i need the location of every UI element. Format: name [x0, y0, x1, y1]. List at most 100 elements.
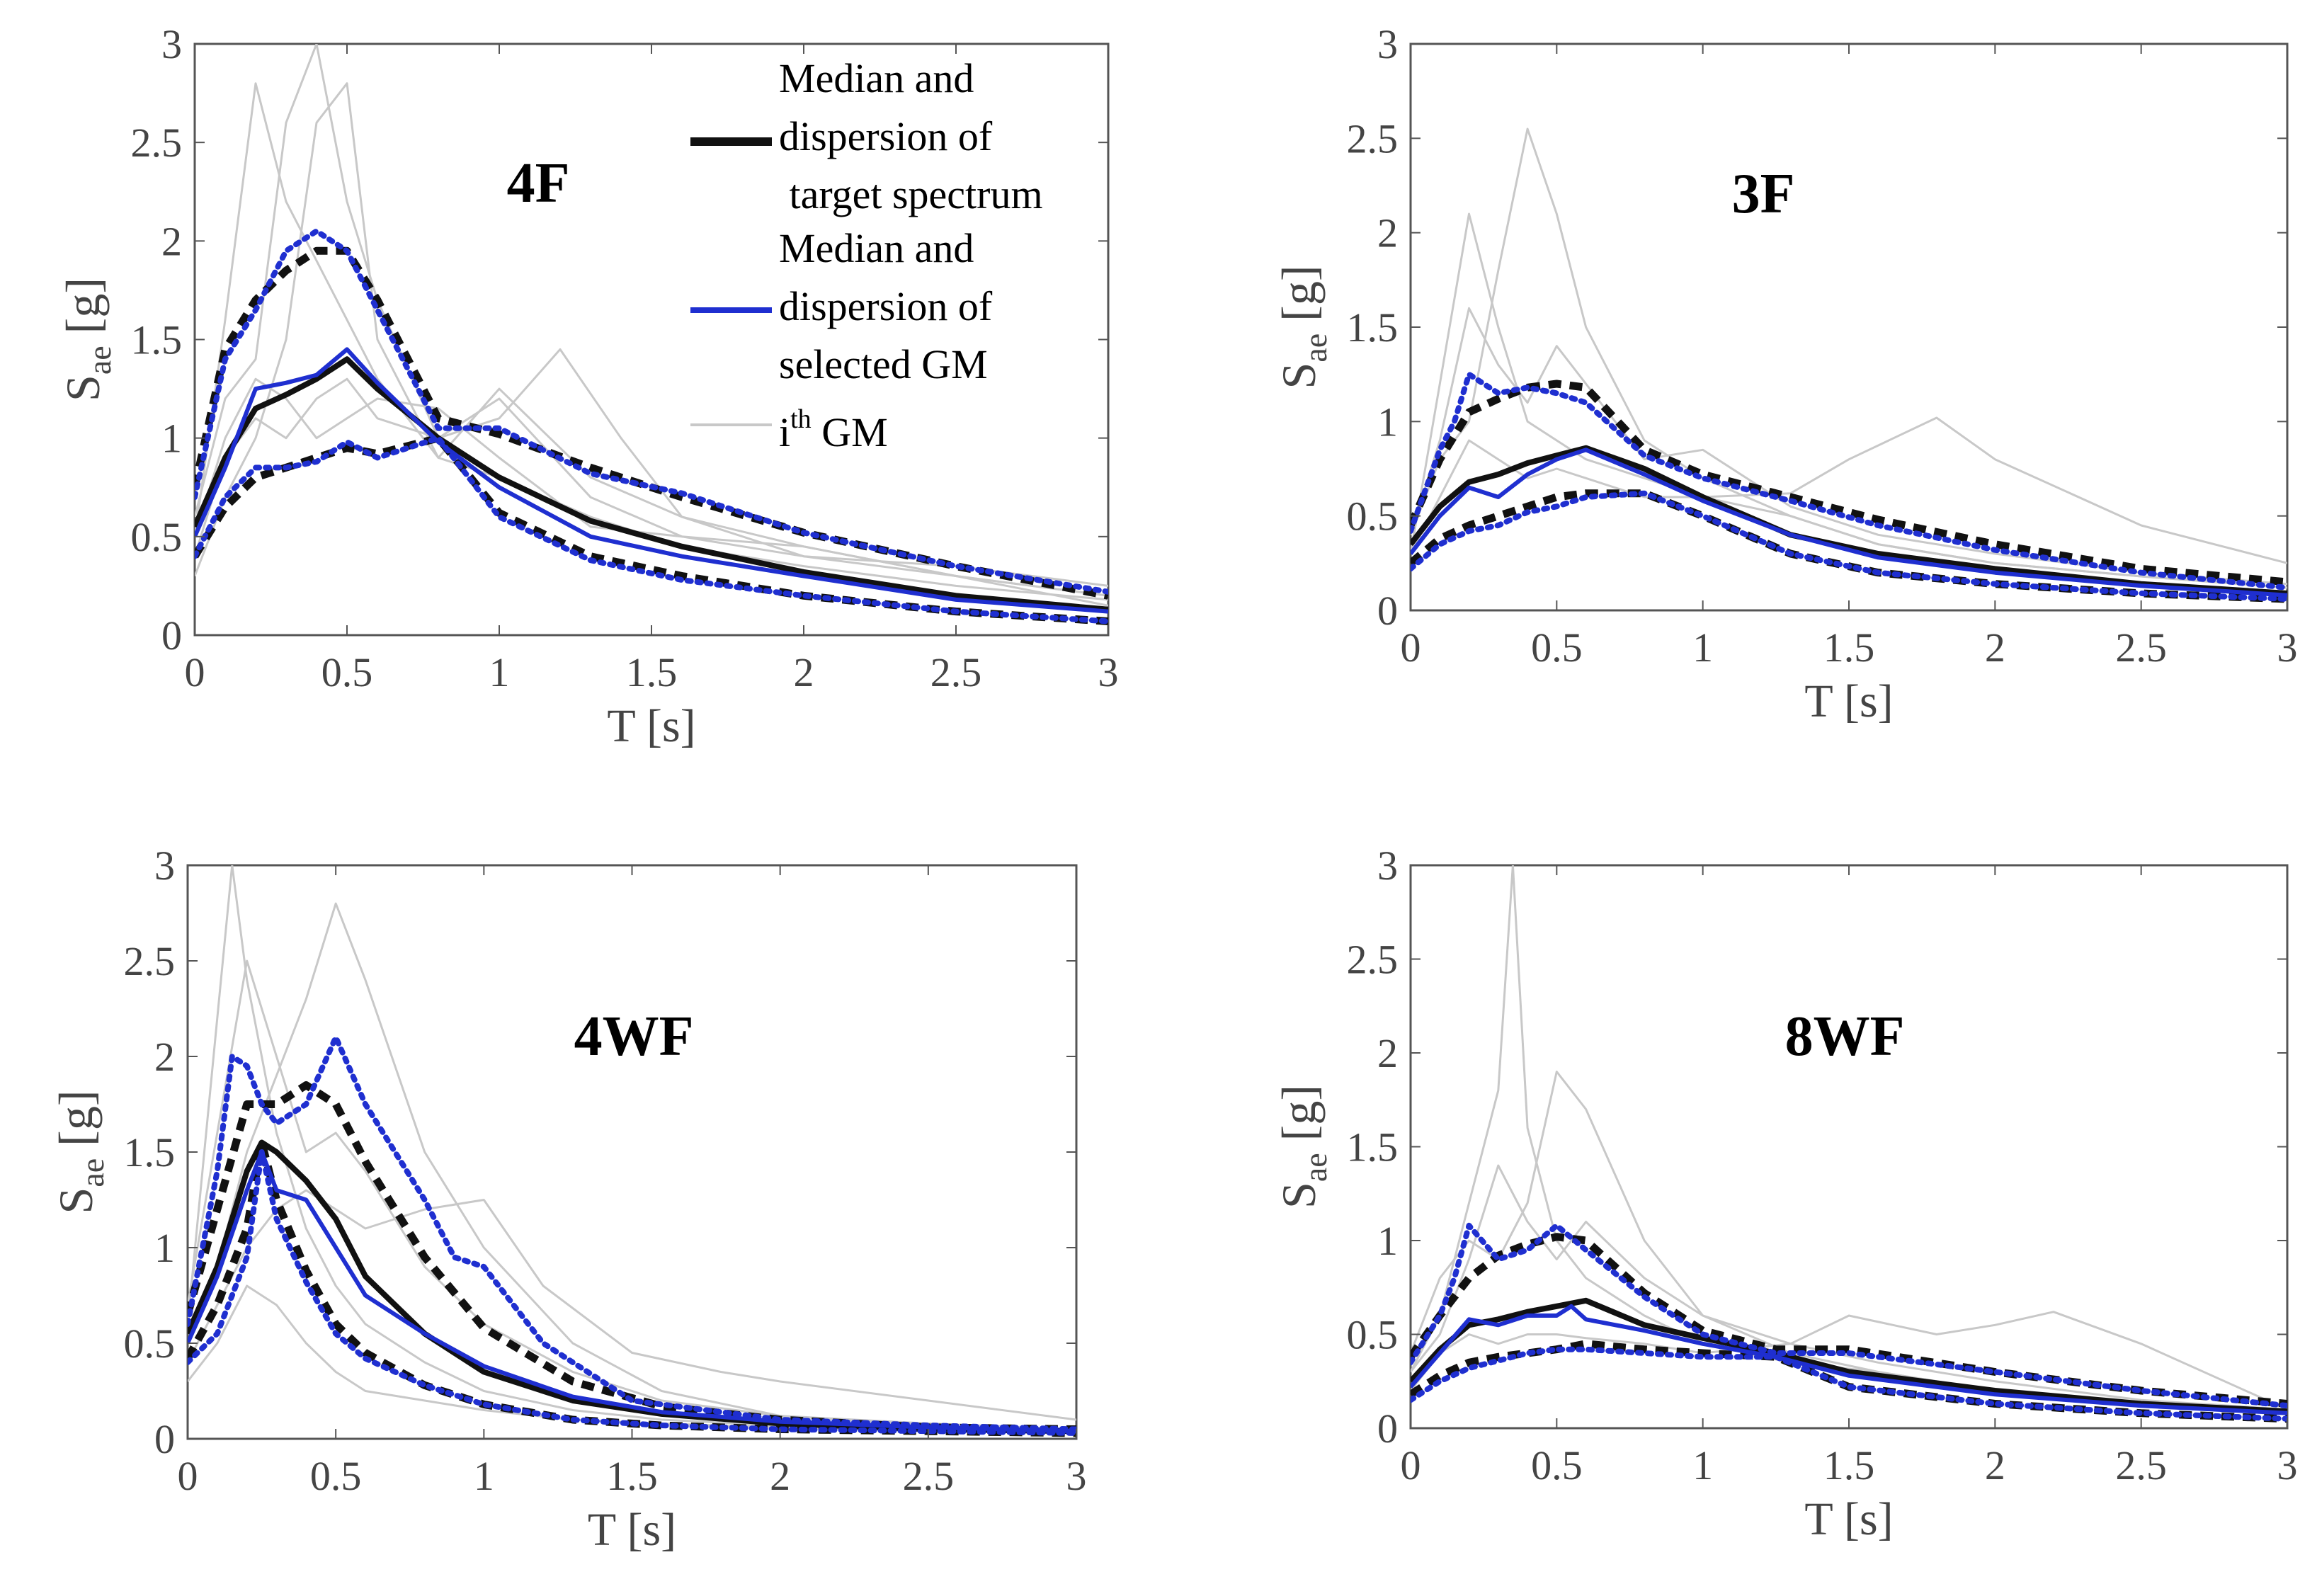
series-line-gm-6: [188, 865, 1076, 1432]
x-tick-label: 2: [770, 1453, 790, 1499]
y-axis-label: Sae [g]: [49, 1090, 110, 1214]
x-tick-label: 0.5: [1531, 625, 1583, 671]
y-tick-label: 0: [161, 612, 182, 659]
series-line-selected-dot-4: [188, 1034, 1076, 1432]
y-tick-label: 0: [1377, 588, 1398, 634]
legend-gm-sup: th: [790, 404, 812, 434]
series-line-gm-6: [195, 82, 1108, 601]
y-tick-label: 2.5: [1347, 115, 1399, 161]
y-tick-label: 0: [1377, 1406, 1398, 1452]
x-tick-label: 0.5: [321, 649, 373, 695]
series-line-gm-10: [195, 377, 1108, 607]
y-axis-label: Sae [g]: [56, 278, 118, 401]
series-line-selected-dot-5: [195, 435, 1108, 625]
legend-selected-line-3: selected GM: [779, 341, 988, 387]
chart-panel-4F: 0 0.5 1 1.5 2 2.5 3 0 0.5 1 1.5 2 2.5 3 T [s] Sae [g] 4F: [56, 21, 1119, 752]
x-tick-label: 2.5: [930, 649, 982, 695]
y-tick-label: 2: [1377, 210, 1398, 256]
y-axis-label-main: S: [1272, 1182, 1326, 1209]
series-group: [195, 44, 1108, 625]
y-axis-label-sub: ae: [74, 1158, 110, 1187]
y-tick-label: 1: [154, 1225, 175, 1271]
x-tick-label: 1: [474, 1453, 494, 1499]
y-tick-label: 0: [154, 1416, 175, 1462]
x-tick-label: 2.5: [2115, 1442, 2167, 1488]
plot-frame: [1409, 864, 2289, 1430]
series-line-gm-8: [1411, 1311, 2287, 1410]
y-axis-label-unit: [g]: [56, 278, 110, 346]
x-tick-label: 3: [1066, 1453, 1087, 1499]
x-tick-label: 3: [1098, 649, 1119, 695]
y-tick-label: 0.5: [1347, 494, 1399, 540]
chart-legend: Median and dispersion of target spectrum…: [690, 55, 1043, 455]
x-tick-label: 1.5: [1823, 1442, 1875, 1488]
legend-gm-label: ith GM: [779, 404, 888, 455]
chart-title: 3F: [1732, 163, 1795, 225]
y-tick-label: 1: [1377, 399, 1398, 445]
series-line-gm-9: [195, 82, 1108, 587]
legend-selected-line-2: dispersion of: [779, 283, 993, 329]
series-line-gm-7: [188, 902, 1076, 1430]
legend-target-line-2: dispersion of: [779, 113, 993, 159]
y-tick-label: 3: [1377, 21, 1398, 67]
x-tick-label: 1: [489, 649, 510, 695]
y-tick-label: 2: [154, 1034, 175, 1080]
y-axis-label-sub: ae: [81, 346, 118, 375]
x-tick-label: 1.5: [626, 649, 678, 695]
y-axis-label-unit: [g]: [49, 1090, 103, 1158]
y-tick-label: 1: [1377, 1218, 1398, 1264]
y-axis-label-main: S: [49, 1187, 103, 1214]
chart-panel-3F: 0 0.5 1 1.5 2 2.5 3 0 0.5 1 1.5 2 2.5 3 T [s] Sae [g] 3F: [1272, 21, 2298, 727]
x-tick-label: 2.5: [2115, 625, 2167, 671]
series-line-gm-10: [188, 959, 1076, 1430]
series-line-selected-dot-5: [1411, 490, 2287, 602]
x-tick-label: 0: [178, 1453, 198, 1499]
x-tick-label: 0: [185, 649, 205, 695]
chart-title: 8WF: [1785, 1005, 1905, 1068]
chart-panel-8WF: 0 0.5 1 1.5 2 2.5 3 0 0.5 1 1.5 2 2.5 3 T [s] Sae [g] 8W…: [1272, 843, 2298, 1545]
y-tick-label: 1.5: [1347, 304, 1399, 350]
legend-gm-suffix: GM: [812, 409, 888, 455]
y-tick-label: 1.5: [124, 1129, 176, 1175]
y-tick-label: 2: [1377, 1030, 1398, 1076]
chart-panel-4WF: 0 0.5 1 1.5 2 2.5 3 0 0.5 1 1.5 2 2.5 3 T [s] Sae [g] 4W…: [49, 843, 1087, 1556]
x-tick-label: 2.5: [903, 1453, 955, 1499]
y-tick-label: 1.5: [131, 317, 183, 363]
y-tick-label: 0.5: [1347, 1312, 1399, 1358]
y-axis-label: Sae [g]: [1272, 1085, 1333, 1209]
plot-frame: [186, 864, 1078, 1440]
x-tick-label: 0.5: [310, 1453, 362, 1499]
y-axis-label-unit: [g]: [1272, 266, 1326, 334]
series-group: [188, 865, 1076, 1437]
y-tick-label: 3: [161, 21, 182, 67]
x-tick-label: 0: [1401, 1442, 1421, 1488]
y-axis-label-main: S: [56, 375, 110, 401]
series-line-target-solid-0: [1411, 445, 2287, 596]
series-line-gm-9: [1411, 1164, 2287, 1410]
legend-gm-prefix: i: [779, 409, 790, 455]
x-tick-label: 3: [2277, 625, 2298, 671]
x-tick-label: 2: [1985, 1442, 2005, 1488]
y-tick-label: 0.5: [124, 1321, 176, 1367]
series-group: [1411, 127, 2287, 603]
chart-title: 4F: [507, 152, 570, 215]
legend-target-line-1: Median and: [779, 55, 974, 101]
chart-title: 4WF: [574, 1005, 694, 1068]
x-tick-label: 1: [1692, 625, 1713, 671]
legend-target-line-3: target spectrum: [779, 171, 1043, 217]
y-tick-label: 2.5: [131, 120, 183, 166]
series-line-gm-8: [188, 1189, 1076, 1421]
series-line-selected-dot-4: [1411, 1222, 2287, 1409]
x-axis-label: T [s]: [1804, 676, 1893, 727]
y-tick-label: 2.5: [1347, 937, 1399, 983]
series-group: [1411, 865, 2287, 1423]
x-axis-label: T [s]: [588, 1504, 676, 1556]
series-line-selected-solid-3: [1411, 448, 2287, 598]
x-tick-label: 0.5: [1531, 1442, 1583, 1488]
x-axis-label: T [s]: [1804, 1493, 1893, 1545]
y-axis-label-sub: ae: [1297, 334, 1333, 363]
y-tick-label: 3: [154, 843, 175, 889]
series-line-selected-solid-3: [1411, 1304, 2287, 1415]
x-tick-label: 1.5: [606, 1453, 658, 1499]
